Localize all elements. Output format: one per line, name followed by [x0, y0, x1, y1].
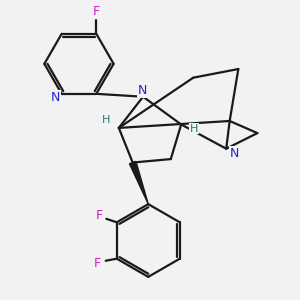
Text: N: N	[51, 91, 60, 104]
Text: N: N	[138, 84, 147, 97]
Text: H: H	[101, 115, 110, 125]
Polygon shape	[129, 161, 148, 204]
Text: F: F	[93, 5, 100, 18]
Text: N: N	[230, 147, 240, 161]
Text: F: F	[96, 209, 103, 222]
Text: F: F	[94, 257, 101, 270]
Text: H: H	[190, 124, 199, 134]
